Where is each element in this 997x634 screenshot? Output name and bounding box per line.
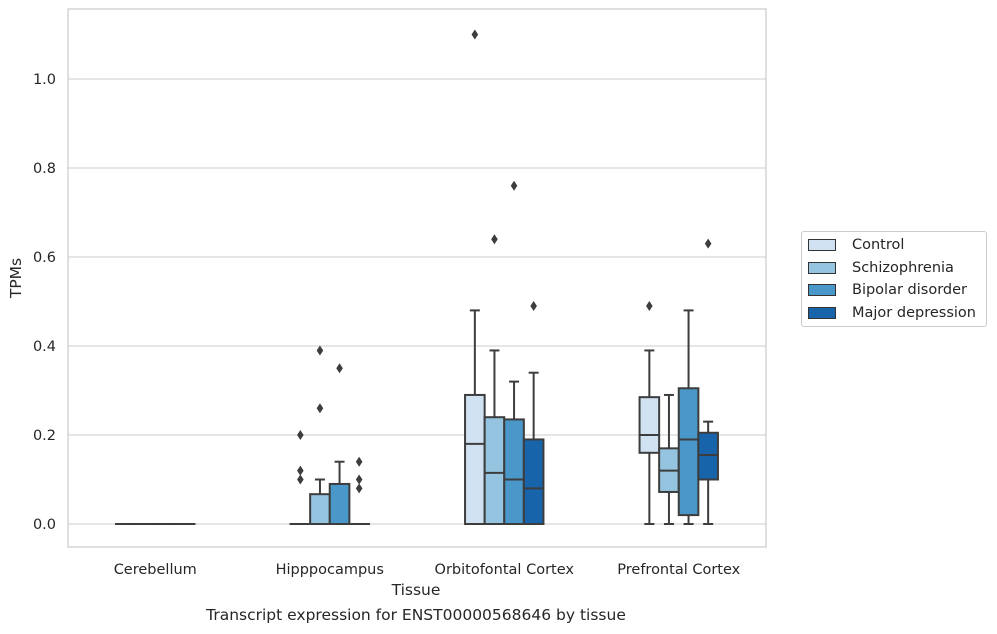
box-2-1	[483, 234, 506, 526]
y-tick-labels: 0.0 0.2 0.4 0.6 0.8 1.0	[33, 72, 56, 533]
outlier-point	[355, 474, 363, 485]
outlier-point	[297, 474, 304, 485]
box-body	[309, 493, 331, 525]
y-tick-label: 1.0	[33, 72, 56, 88]
outlier-point	[297, 465, 304, 476]
y-tick-label: 0.6	[33, 250, 56, 266]
box-body	[328, 482, 351, 526]
outlier-point	[355, 483, 363, 494]
legend-item-control: Control	[808, 235, 904, 255]
box-groups	[115, 29, 719, 526]
box-body	[638, 396, 661, 454]
box-body	[483, 416, 506, 526]
legend-label: Schizophrenia	[852, 259, 954, 276]
legend-item-major-depression: Major depression	[808, 303, 976, 323]
box-2-3	[522, 300, 545, 526]
x-axis-label: Tissue	[391, 581, 441, 599]
legend: Control Schizophrenia Bipolar disorder M…	[801, 231, 987, 327]
y-axis-label: TPMs	[7, 258, 25, 299]
legend-swatch-schizophrenia	[808, 261, 836, 274]
legend-swatch-bipolar	[808, 284, 836, 296]
box-1-2	[328, 363, 351, 526]
outlier-point	[471, 29, 479, 40]
legend-swatch-major-depression	[808, 306, 836, 319]
figure-caption: Transcript expression for ENST0000056864…	[206, 606, 626, 624]
x-tick-label: Prefrontal Cortex	[617, 562, 740, 578]
x-tick-label: Hipppocampus	[276, 562, 384, 578]
outlier-point	[646, 300, 653, 311]
x-tick-labels: Cerebellum Hipppocampus Orbitofontal Corte…	[114, 562, 741, 578]
box-1-0	[289, 430, 312, 526]
box-3-1	[658, 393, 680, 525]
outlier-point	[336, 363, 343, 374]
y-tick-label: 0.2	[33, 428, 56, 444]
box-3-3	[697, 238, 719, 525]
box-body	[522, 438, 545, 526]
box-body	[464, 393, 486, 526]
outlier-point	[297, 430, 304, 440]
box-2-0	[464, 29, 486, 526]
box-3-2	[677, 309, 700, 525]
legend-label: Bipolar disorder	[852, 282, 967, 298]
legend-swatch-control	[808, 239, 836, 251]
box-body	[503, 418, 525, 525]
box-body	[697, 431, 719, 481]
outlier-point	[316, 403, 324, 414]
box-3-0	[638, 300, 661, 525]
outlier-point	[355, 456, 363, 467]
legend-item-schizophrenia: Schizophrenia	[808, 258, 954, 278]
outlier-point	[491, 234, 498, 245]
legend-label: Control	[852, 237, 905, 253]
x-tick-label: Cerebellum	[114, 562, 197, 578]
outlier-point	[510, 180, 518, 191]
outlier-point	[530, 300, 537, 311]
legend-item-bipolar-disorder: Bipolar disorder	[808, 280, 967, 300]
y-tick-label: 0.4	[33, 339, 56, 355]
outlier-point	[704, 238, 712, 249]
y-tick-label: 0.8	[33, 161, 56, 177]
plot-frame	[67, 8, 767, 548]
box-2-2	[503, 180, 525, 525]
outlier-point	[316, 345, 324, 356]
y-tick-label: 0.0	[33, 517, 56, 533]
x-tick-label: Orbitofontal Cortex	[435, 562, 575, 578]
box-1-3	[348, 456, 370, 526]
box-body	[677, 387, 700, 517]
legend-label: Major depression	[852, 304, 976, 321]
